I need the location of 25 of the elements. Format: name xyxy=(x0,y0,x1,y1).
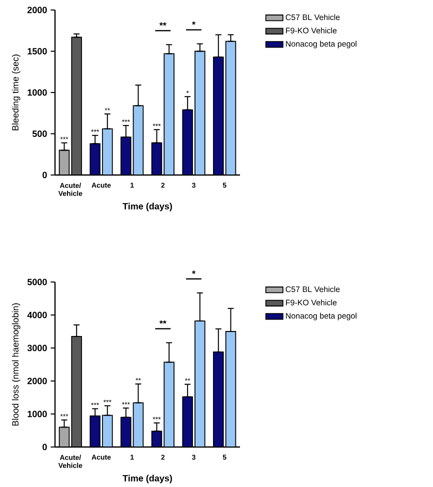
legend-label: F9-KO Vehicle xyxy=(286,299,337,306)
y-tick-label: 0 xyxy=(42,444,47,450)
y-tick-label: 0 xyxy=(42,172,47,178)
y-tick-label: 1000 xyxy=(28,410,47,418)
annotation: ** xyxy=(159,22,166,26)
y-tick-label: 500 xyxy=(32,130,47,137)
legend-label: F9-KO Vehicle xyxy=(286,27,337,34)
x-axis-title: Time (days) xyxy=(122,474,172,484)
y-axis-title: Bleeding time (sec) xyxy=(12,54,20,130)
annotation: * xyxy=(192,21,196,25)
y-tick-label: 1000 xyxy=(28,89,47,96)
y-axis-title: Blood loss (nmol haemoglobin) xyxy=(12,303,20,426)
y-tick-label: 1500 xyxy=(28,48,47,54)
y-tick-label: 2000 xyxy=(27,6,47,14)
legend-label: Nonacog beta pegol xyxy=(286,312,356,320)
annotation: * xyxy=(192,270,196,274)
y-tick-label: 5000 xyxy=(27,278,47,286)
legend-label: Nonacog beta pegol xyxy=(286,40,356,48)
y-tick-label: 3000 xyxy=(27,344,47,352)
x-axis-title: Time (days) xyxy=(122,202,172,212)
y-tick-label: 4000 xyxy=(27,312,47,318)
annotation: ** xyxy=(159,320,166,324)
y-tick-label: 2000 xyxy=(27,378,47,384)
legend-label: C57 BL Vehicle xyxy=(286,14,340,20)
legend-label: C57 BL Vehicle xyxy=(286,286,340,292)
